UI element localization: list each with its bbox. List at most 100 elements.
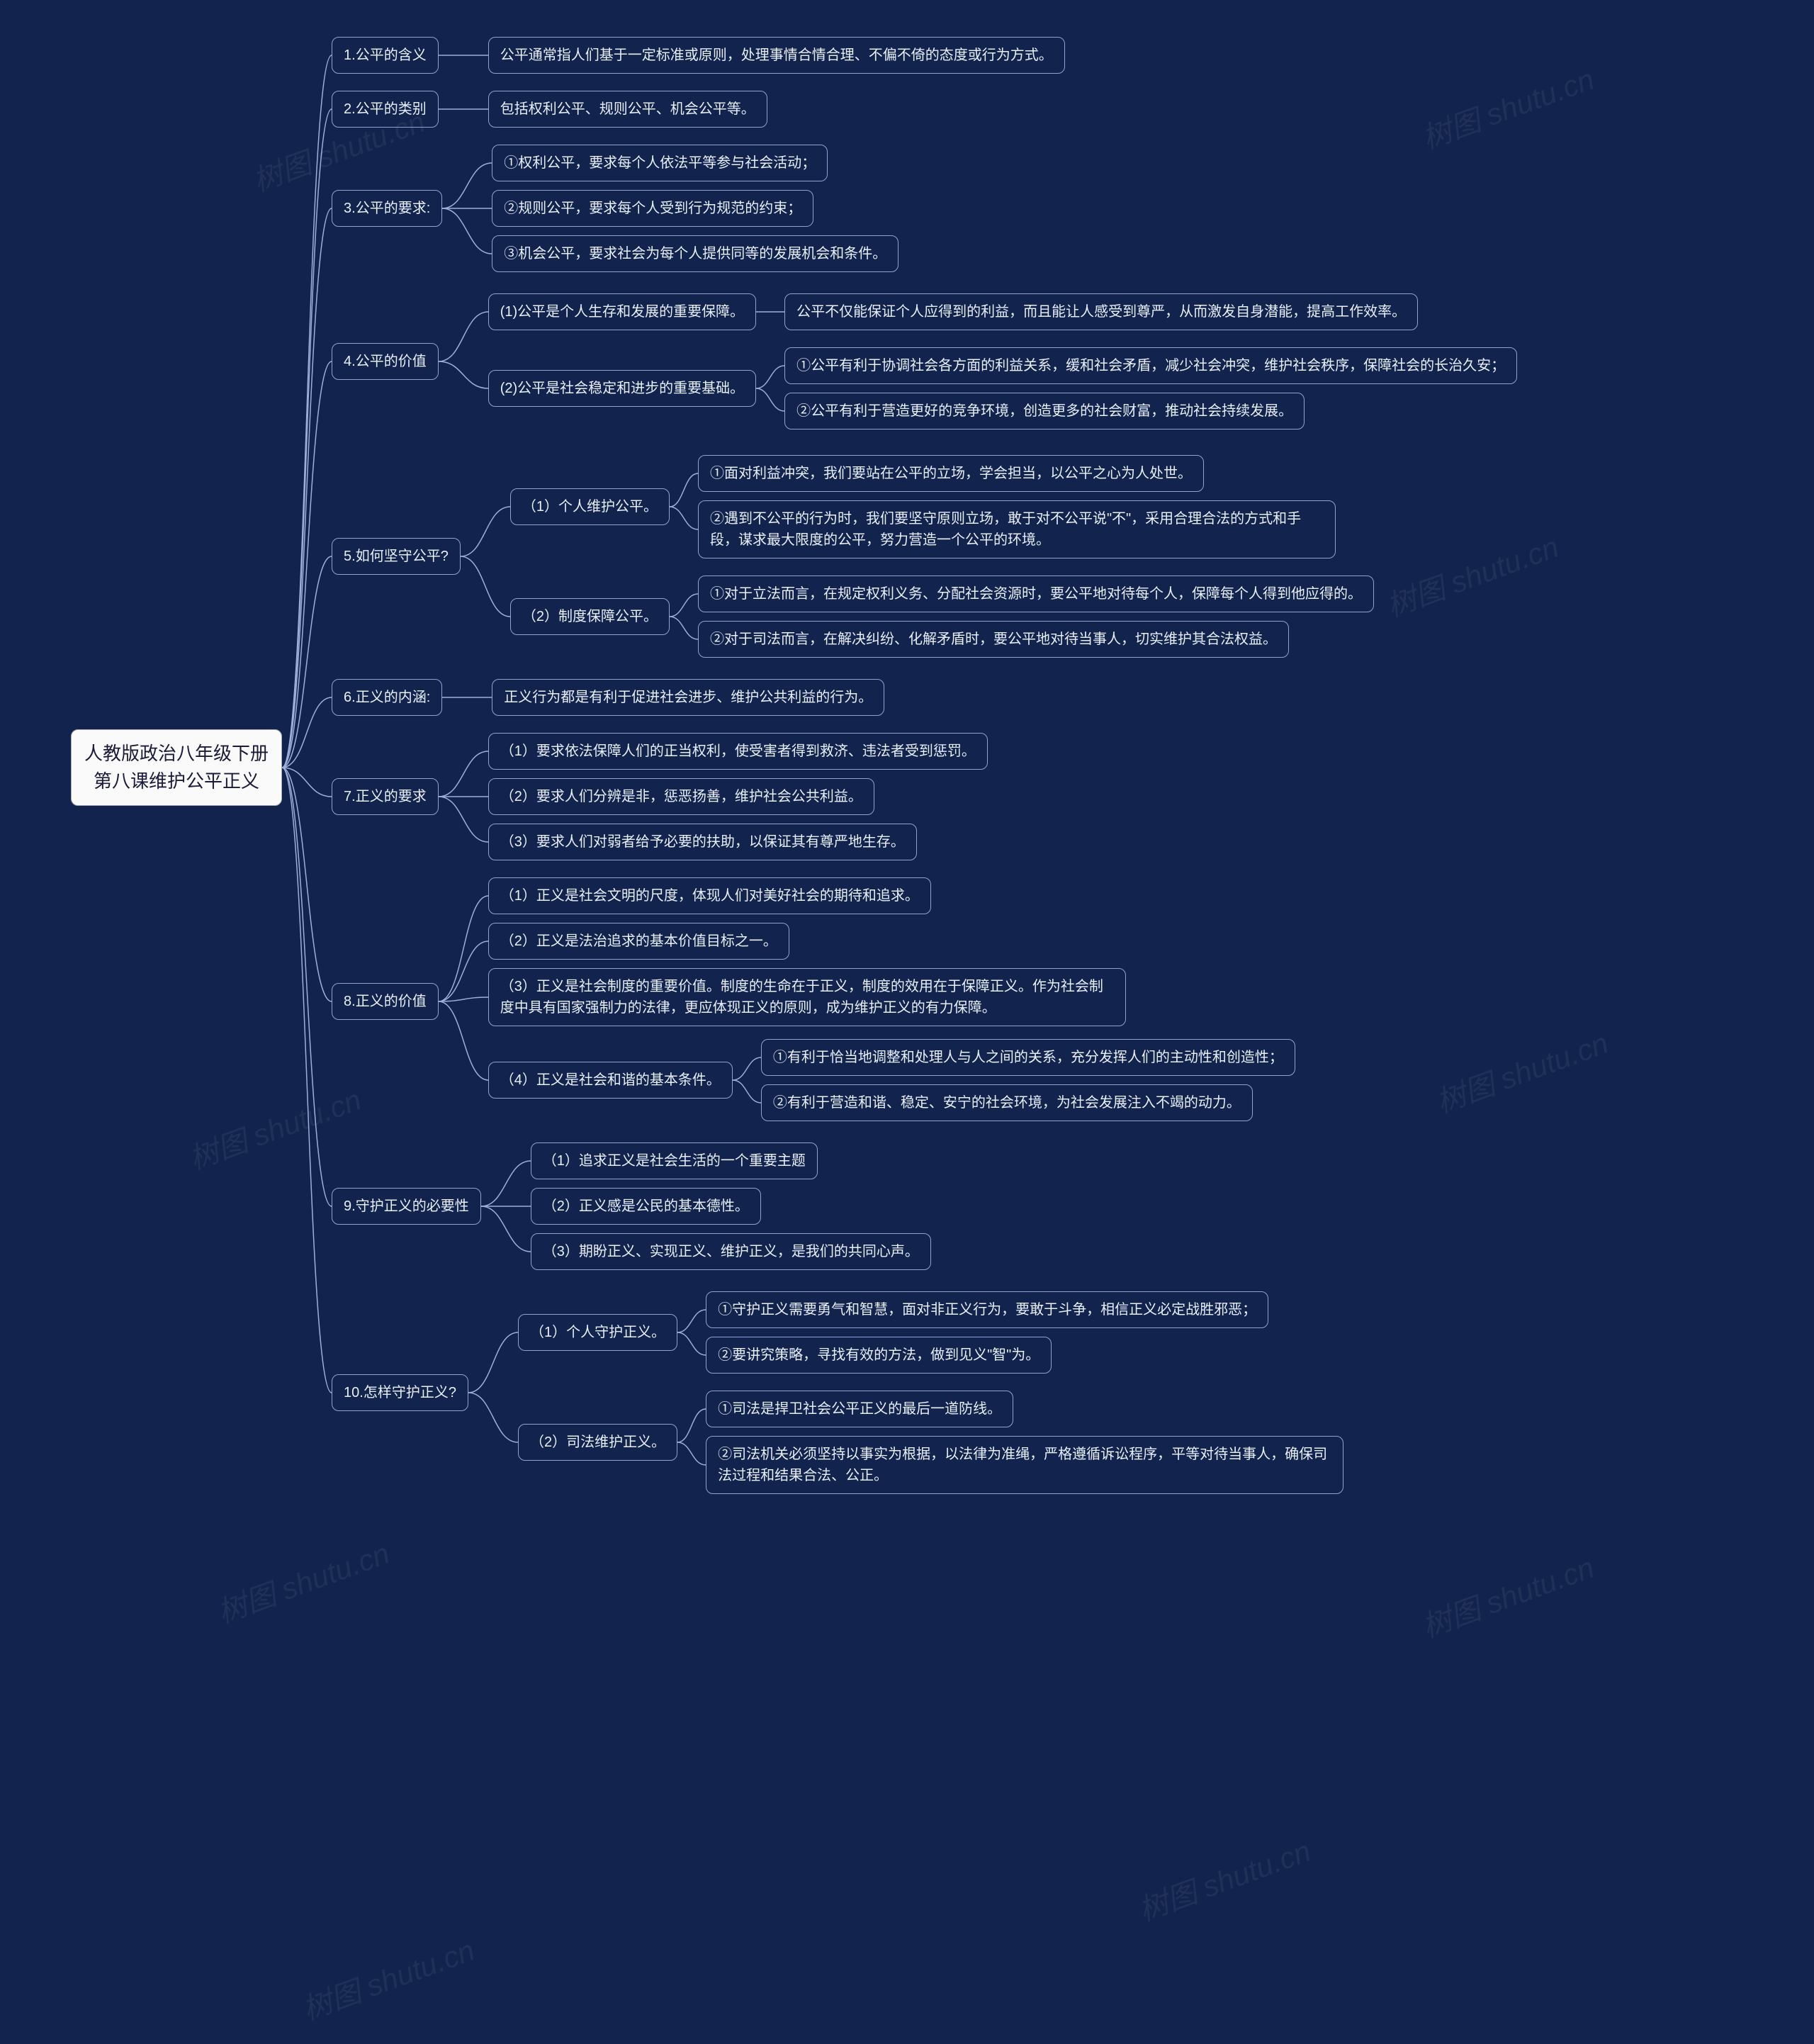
- watermark: 树图 shutu.cn: [295, 1926, 480, 2028]
- branch-row: 正义行为都是有利于促进社会进步、维护公共利益的行为。: [492, 679, 884, 716]
- branch-row: 公平不仅能保证个人应得到的利益，而且能让人感受到尊严，从而激发自身潜能，提高工作…: [784, 293, 1418, 330]
- branch-row: （2）正义感是公民的基本德性。: [531, 1188, 931, 1225]
- branch-row: ①公平有利于协调社会各方面的利益关系，缓和社会矛盾，减少社会冲突，维护社会秩序，…: [784, 347, 1517, 384]
- branch-row: 1.公平的含义 公平通常指人们基于一定标准或原则，处理事情合情合理、不偏不倚的态度…: [332, 33, 1517, 78]
- sub-children: ①有利于恰当地调整和处理人与人之间的关系，充分发挥人们的主动性和创造性； ②有利于…: [761, 1035, 1295, 1125]
- branch-row: 7.正义的要求 （1）要求依法保障人们的正当权利，使受害者得到救济、违法者受到惩罚…: [332, 729, 1517, 865]
- sub-children: （1）追求正义是社会生活的一个重要主题 （2）正义感是公民的基本德性。 （3）期盼正…: [531, 1138, 931, 1274]
- branch-row: 2.公平的类别 包括权利公平、规则公平、机会公平等。: [332, 86, 1517, 132]
- mindmap-node: （2）制度保障公平。: [510, 598, 670, 635]
- mindmap-node: 2.公平的类别: [332, 91, 439, 128]
- watermark: 树图 shutu.cn: [1132, 1827, 1316, 1929]
- mindmap-node: (2)公平是社会稳定和进步的重要基础。: [488, 370, 756, 407]
- mindmap-node: （3）正义是社会制度的重要价值。制度的生命在于正义，制度的效用在于保障正义。作为…: [488, 968, 1126, 1026]
- mindmap-node: (1)公平是个人生存和发展的重要保障。: [488, 293, 756, 330]
- sub-children: (1)公平是个人生存和发展的重要保障。公平不仅能保证个人应得到的利益，而且能让人…: [488, 285, 1517, 438]
- sub-children: （1）个人守护正义。 ①守护正义需要勇气和智慧，面对非正义行为，要敢于斗争，相信正…: [518, 1283, 1343, 1503]
- branch-row: ②遇到不公平的行为时，我们要坚守原则立场，敢于对不公平说"不"，采用合理合法的方…: [698, 500, 1336, 558]
- mindmap-node: （3）要求人们对弱者给予必要的扶助，以保证其有尊严地生存。: [488, 824, 917, 860]
- mindmap-node: ①面对利益冲突，我们要站在公平的立场，学会担当，以公平之心为人处世。: [698, 455, 1204, 492]
- mindmap-node: ②规则公平，要求每个人受到行为规范的约束；: [492, 190, 813, 227]
- mindmap-node: ②对于司法而言，在解决纠纷、化解矛盾时，要公平地对待当事人，切实维护其合法权益。: [698, 621, 1289, 658]
- mindmap-node: （1）个人守护正义。: [518, 1314, 677, 1351]
- mindmap-node: ①对于立法而言，在规定权利义务、分配社会资源时，要公平地对待每个人，保障每个人得…: [698, 575, 1374, 612]
- mindmap-node: 3.公平的要求:: [332, 190, 442, 227]
- mindmap-node: ①守护正义需要勇气和智慧，面对非正义行为，要敢于斗争，相信正义必定战胜邪恶；: [706, 1291, 1268, 1328]
- branch-row: ②有利于营造和谐、稳定、安宁的社会环境，为社会发展注入不竭的动力。: [761, 1084, 1295, 1121]
- sub-children: ①司法是捍卫社会公平正义的最后一道防线。 ②司法机关必须坚持以事实为根据，以法律为…: [706, 1386, 1343, 1498]
- branch-row: （3）期盼正义、实现正义、维护正义，是我们的共同心声。: [531, 1233, 931, 1270]
- mindmap-node: （1）追求正义是社会生活的一个重要主题: [531, 1142, 818, 1179]
- mindmap-node: （2）正义感是公民的基本德性。: [531, 1188, 761, 1225]
- mindmap-node: （1）个人维护公平。: [510, 488, 670, 525]
- sub-children: 包括权利公平、规则公平、机会公平等。: [488, 86, 767, 132]
- mindmap-node: ③机会公平，要求社会为每个人提供同等的发展机会和条件。: [492, 235, 898, 272]
- branch-row: ②对于司法而言，在解决纠纷、化解矛盾时，要公平地对待当事人，切实维护其合法权益。: [698, 621, 1374, 658]
- mindmap-node: 6.正义的内涵:: [332, 679, 442, 716]
- mindmap-node: ②有利于营造和谐、稳定、安宁的社会环境，为社会发展注入不竭的动力。: [761, 1084, 1253, 1121]
- branch-row: 包括权利公平、规则公平、机会公平等。: [488, 91, 767, 128]
- mindmap-node: 10.怎样守护正义?: [332, 1374, 468, 1411]
- sub-children: ①守护正义需要勇气和智慧，面对非正义行为，要敢于斗争，相信正义必定战胜邪恶； ②要…: [706, 1287, 1268, 1378]
- mindmap-node: 5.如何坚守公平?: [332, 538, 461, 575]
- branch-row: （1）要求依法保障人们的正当权利，使受害者得到救济、违法者受到惩罚。: [488, 733, 988, 770]
- branch-row: ①权利公平，要求每个人依法平等参与社会活动；: [492, 145, 898, 181]
- branch-row: 6.正义的内涵: 正义行为都是有利于促进社会进步、维护公共利益的行为。: [332, 675, 1517, 720]
- mindmap-node: ①公平有利于协调社会各方面的利益关系，缓和社会矛盾，减少社会冲突，维护社会秩序，…: [784, 347, 1517, 384]
- sub-children: （1）个人维护公平。 ①面对利益冲突，我们要站在公平的立场，学会担当，以公平之心为…: [510, 447, 1374, 666]
- mindmap-node: ②司法机关必须坚持以事实为根据，以法律为准绳，严格遵循诉讼程序，平等对待当事人，…: [706, 1436, 1343, 1494]
- sub-children: （1）正义是社会文明的尺度，体现人们对美好社会的期待和追求。 （2）正义是法治追求…: [488, 873, 1295, 1130]
- branch-row: （2）要求人们分辨是非，惩恶扬善，维护社会公共利益。: [488, 778, 988, 815]
- branch-row: ②公平有利于营造更好的竞争环境，创造更多的社会财富，推动社会持续发展。: [784, 393, 1517, 429]
- branch-row: 8.正义的价值 （1）正义是社会文明的尺度，体现人们对美好社会的期待和追求。 （2）…: [332, 873, 1517, 1130]
- mindmap-node: 7.正义的要求: [332, 778, 439, 815]
- sub-children: 正义行为都是有利于促进社会进步、维护公共利益的行为。: [492, 675, 884, 720]
- branch-row: （1）个人维护公平。 ①面对利益冲突，我们要站在公平的立场，学会担当，以公平之心为…: [510, 451, 1374, 563]
- branch-row: 9.守护正义的必要性 （1）追求正义是社会生活的一个重要主题 （2）正义感是公民的基…: [332, 1138, 1517, 1274]
- branch-row: ①面对利益冲突，我们要站在公平的立场，学会担当，以公平之心为人处世。: [698, 455, 1336, 492]
- sub-children: ①对于立法而言，在规定权利义务、分配社会资源时，要公平地对待每个人，保障每个人得…: [698, 571, 1374, 662]
- root-title-line1: 人教版政治八年级下册: [84, 740, 269, 768]
- mindmap-node: 9.守护正义的必要性: [332, 1188, 481, 1225]
- mindmap-container: 人教版政治八年级下册 第八课维护公平正义 1.公平的含义 公平通常指人们基于一定标…: [0, 0, 1814, 1535]
- mindmap-node: （1）要求依法保障人们的正当权利，使受害者得到救济、违法者受到惩罚。: [488, 733, 988, 770]
- root-node: 人教版政治八年级下册 第八课维护公平正义: [71, 729, 282, 806]
- branch-row: （2）正义是法治追求的基本价值目标之一。: [488, 923, 1295, 960]
- mindmap-node: 4.公平的价值: [332, 343, 439, 380]
- mindmap-node: （2）要求人们分辨是非，惩恶扬善，维护社会公共利益。: [488, 778, 874, 815]
- mindmap-node: 公平通常指人们基于一定标准或原则，处理事情合情合理、不偏不倚的态度或行为方式。: [488, 37, 1065, 74]
- branch-row: ②司法机关必须坚持以事实为根据，以法律为准绳，严格遵循诉讼程序，平等对待当事人，…: [706, 1436, 1343, 1494]
- sub-children: 公平通常指人们基于一定标准或原则，处理事情合情合理、不偏不倚的态度或行为方式。: [488, 33, 1065, 78]
- branch-row: ③机会公平，要求社会为每个人提供同等的发展机会和条件。: [492, 235, 898, 272]
- watermark: 树图 shutu.cn: [210, 1529, 395, 1632]
- mindmap-node: 1.公平的含义: [332, 37, 439, 74]
- sub-children: ①面对利益冲突，我们要站在公平的立场，学会担当，以公平之心为人处世。 ②遇到不公平…: [698, 451, 1336, 563]
- branch-row: ①守护正义需要勇气和智慧，面对非正义行为，要敢于斗争，相信正义必定战胜邪恶；: [706, 1291, 1268, 1328]
- branch-row: 4.公平的价值 (1)公平是个人生存和发展的重要保障。公平不仅能保证个人应得到的利…: [332, 285, 1517, 438]
- sub-children: ①权利公平，要求每个人依法平等参与社会活动； ②规则公平，要求每个人受到行为规范的…: [492, 140, 898, 276]
- branch-row: ①司法是捍卫社会公平正义的最后一道防线。: [706, 1391, 1343, 1427]
- branch-row: ①有利于恰当地调整和处理人与人之间的关系，充分发挥人们的主动性和创造性；: [761, 1039, 1295, 1076]
- mindmap-node: 正义行为都是有利于促进社会进步、维护公共利益的行为。: [492, 679, 884, 716]
- branch-row: (1)公平是个人生存和发展的重要保障。公平不仅能保证个人应得到的利益，而且能让人…: [488, 289, 1517, 335]
- mindmap-node: ②遇到不公平的行为时，我们要坚守原则立场，敢于对不公平说"不"，采用合理合法的方…: [698, 500, 1336, 558]
- mindmap-node: 8.正义的价值: [332, 983, 439, 1020]
- sub-children: ①公平有利于协调社会各方面的利益关系，缓和社会矛盾，减少社会冲突，维护社会秩序，…: [784, 343, 1517, 434]
- branch-row: (2)公平是社会稳定和进步的重要基础。 ①公平有利于协调社会各方面的利益关系，缓和…: [488, 343, 1517, 434]
- mindmap-node: （4）正义是社会和谐的基本条件。: [488, 1062, 733, 1099]
- branch-row: （1）追求正义是社会生活的一个重要主题: [531, 1142, 931, 1179]
- mindmap-node: ②要讲究策略，寻找有效的方法，做到见义"智"为。: [706, 1337, 1052, 1374]
- branch-row: （3）正义是社会制度的重要价值。制度的生命在于正义，制度的效用在于保障正义。作为…: [488, 968, 1295, 1026]
- mindmap-node: （3）期盼正义、实现正义、维护正义，是我们的共同心声。: [531, 1233, 931, 1270]
- mindmap-node: 包括权利公平、规则公平、机会公平等。: [488, 91, 767, 128]
- branch-row: 3.公平的要求: ①权利公平，要求每个人依法平等参与社会活动； ②规则公平，要求每个…: [332, 140, 1517, 276]
- branch-row: （1）正义是社会文明的尺度，体现人们对美好社会的期待和追求。: [488, 877, 1295, 914]
- mindmap-node: 公平不仅能保证个人应得到的利益，而且能让人感受到尊严，从而激发自身潜能，提高工作…: [784, 293, 1418, 330]
- branch-row: （4）正义是社会和谐的基本条件。 ①有利于恰当地调整和处理人与人之间的关系，充分发…: [488, 1035, 1295, 1125]
- branch-row: （1）个人守护正义。 ①守护正义需要勇气和智慧，面对非正义行为，要敢于斗争，相信正…: [518, 1287, 1343, 1378]
- sub-children: 公平不仅能保证个人应得到的利益，而且能让人感受到尊严，从而激发自身潜能，提高工作…: [784, 289, 1418, 335]
- mindmap-node: （1）正义是社会文明的尺度，体现人们对美好社会的期待和追求。: [488, 877, 931, 914]
- branch-row: ②规则公平，要求每个人受到行为规范的约束；: [492, 190, 898, 227]
- watermark: 树图 shutu.cn: [1415, 1544, 1599, 1646]
- branch-row: （3）要求人们对弱者给予必要的扶助，以保证其有尊严地生存。: [488, 824, 988, 860]
